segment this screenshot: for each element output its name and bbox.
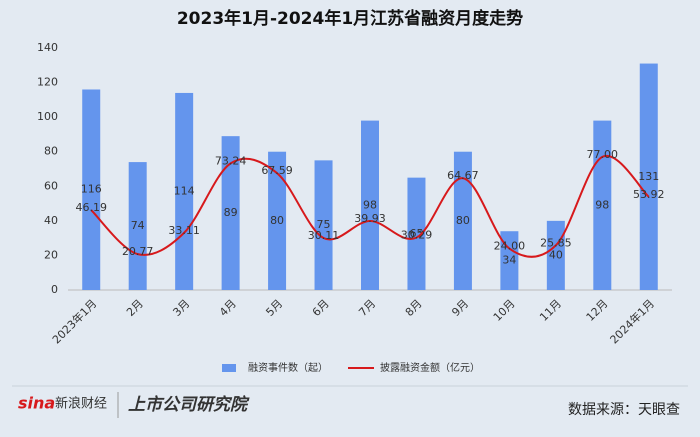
bar-value-label: 114 (174, 184, 195, 197)
line-value-label: 67.59 (261, 164, 293, 177)
line-value-label: 30.29 (401, 229, 433, 242)
line-value-label: 30.11 (308, 229, 340, 242)
chart-title: 2023年1月-2024年1月江苏省融资月度走势 (177, 8, 523, 29)
bar (407, 177, 426, 290)
line-value-label: 33.11 (168, 224, 200, 237)
y-tick-label: 120 (37, 76, 58, 89)
bar (453, 151, 472, 290)
legend-swatch (222, 364, 236, 372)
bar (593, 120, 612, 290)
line-value-label: 77.00 (587, 148, 619, 161)
line-value-label: 53.92 (633, 188, 665, 201)
bar (128, 162, 147, 290)
logo-text: 新浪财经 (55, 396, 107, 412)
bar-value-label: 75 (317, 218, 331, 231)
bar-value-label: 65 (409, 227, 423, 240)
y-tick-label: 20 (44, 248, 58, 261)
bar-value-label: 80 (270, 214, 284, 227)
bar (361, 120, 379, 290)
line-value-label: 20.77 (122, 245, 154, 258)
bar (221, 136, 240, 290)
y-tick-label: 100 (37, 110, 58, 123)
bar (639, 63, 658, 290)
bar (500, 231, 519, 290)
y-tick-label: 40 (44, 214, 58, 227)
bar-value-label: 116 (81, 183, 102, 196)
legend-label: 披露融资金额（亿元） (380, 361, 480, 374)
y-tick-label: 0 (51, 283, 58, 296)
bar-value-label: 131 (638, 170, 659, 183)
line-value-label: 25.85 (540, 236, 572, 249)
y-tick-label: 140 (37, 41, 58, 54)
legend-label: 融资事件数（起） (248, 361, 328, 374)
line-value-label: 64.67 (447, 169, 479, 182)
bar-value-label: 40 (549, 248, 563, 261)
line-value-label: 73.24 (215, 154, 247, 167)
logo: sina (18, 394, 55, 413)
bar-value-label: 80 (456, 214, 470, 227)
line-value-label: 39.93 (354, 212, 386, 225)
bar (175, 92, 194, 290)
bar-value-label: 98 (363, 198, 377, 211)
y-tick-label: 80 (44, 145, 58, 158)
line-value-label: 46.19 (75, 201, 107, 214)
bar (268, 151, 287, 290)
source: 数据来源：天眼查 (568, 402, 680, 418)
bar-value-label: 34 (502, 254, 516, 267)
bar-value-label: 74 (131, 219, 145, 232)
bar-value-label: 98 (595, 198, 609, 211)
bar (314, 160, 333, 290)
bar-value-label: 89 (224, 206, 238, 219)
bar (82, 89, 101, 290)
y-tick-label: 60 (44, 179, 58, 192)
line-value-label: 24.00 (494, 240, 526, 253)
line (90, 154, 650, 258)
brand: 上市公司研究院 (128, 395, 250, 415)
